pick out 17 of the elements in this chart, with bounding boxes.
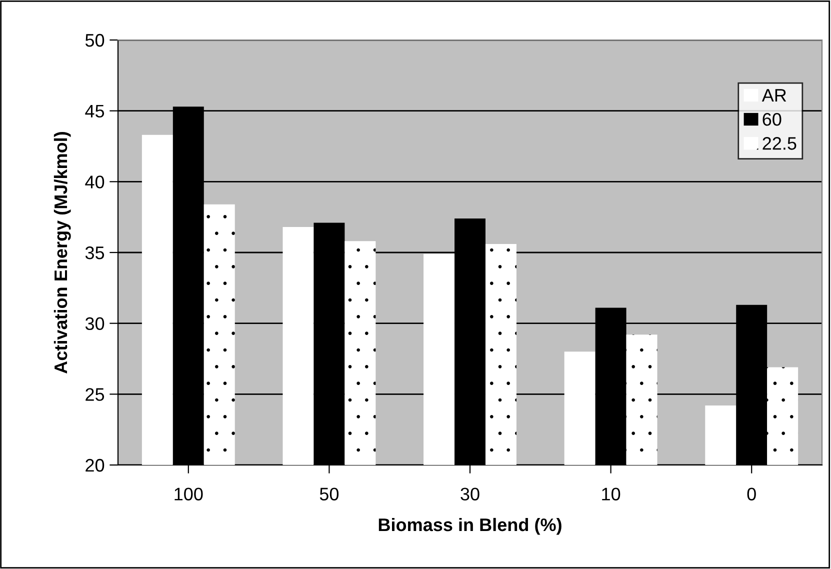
x-tick-label: 50	[320, 488, 339, 500]
y-tick-label: 25	[86, 388, 104, 401]
y-tick-label: 30	[85, 317, 104, 330]
y-axis-title: Activation Energy (MJ/kmol)	[54, 132, 71, 374]
x-axis-title: Biomass in Blend (%)	[378, 518, 562, 535]
legend-label: 22.5	[762, 137, 796, 150]
y-tick-label: 20	[86, 458, 104, 472]
legend-label: 60	[762, 112, 782, 126]
x-tick-label: 10	[602, 488, 620, 500]
y-tick-label: 50	[85, 34, 104, 47]
legend-label: AR	[762, 89, 786, 102]
x-tick-label: 0	[747, 488, 756, 500]
x-tick-label: 100	[174, 488, 203, 500]
y-tick-label: 35	[85, 246, 104, 260]
y-tick-label: 45	[85, 104, 104, 118]
y-tick-label: 40	[85, 176, 104, 188]
x-tick-label: 30	[460, 488, 480, 500]
